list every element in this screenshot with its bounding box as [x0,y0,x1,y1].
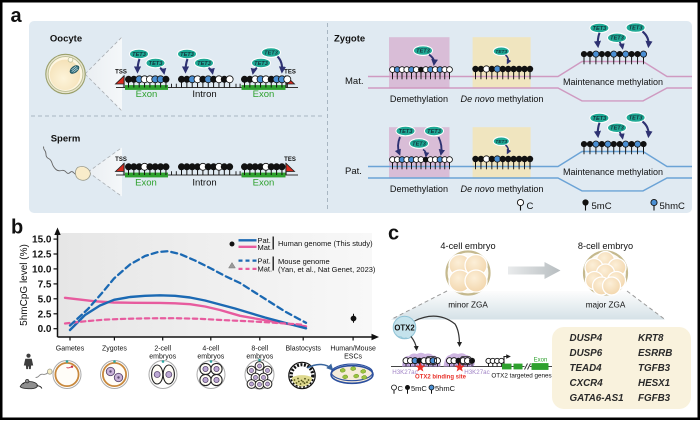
svg-text:Oocyte: Oocyte [50,33,82,44]
svg-text:C: C [527,201,534,212]
svg-text:TGFB3: TGFB3 [638,363,671,374]
svg-text:Mat.: Mat. [345,76,363,87]
svg-text:OTX2 binding site: OTX2 binding site [415,374,467,380]
svg-text:TET3: TET3 [399,129,414,135]
svg-text:Exon: Exon [534,358,548,364]
svg-text:minor ZGA: minor ZGA [448,300,488,309]
svg-text:Human genome (This study): Human genome (This study) [278,239,373,248]
svg-text:12.5: 12.5 [32,250,52,261]
svg-text:Mouse genome: Mouse genome [278,257,330,266]
svg-text:Zygote: Zygote [334,33,365,44]
svg-text:TET3: TET3 [149,61,164,67]
svg-text:OTX2 targeted genes: OTX2 targeted genes [491,373,551,380]
svg-text:Demethylation: Demethylation [390,184,448,194]
svg-text:Mat.: Mat. [258,264,273,273]
svg-text:ESCs: ESCs [344,354,362,361]
svg-text:Pat.: Pat. [258,236,271,245]
svg-text:GATA6-AS1: GATA6-AS1 [570,393,624,404]
svg-text:embryos: embryos [149,354,176,361]
svg-text:TET3: TET3 [593,26,608,32]
svg-text:HESX1: HESX1 [638,378,670,389]
svg-text:KRT8: KRT8 [638,333,664,344]
svg-text:5hmC: 5hmC [660,201,685,212]
svg-text:ESRRB: ESRRB [638,348,672,359]
svg-text:TET3: TET3 [197,61,212,67]
svg-text:Blastocysts: Blastocysts [285,346,321,353]
svg-text:5hmCpG level (%): 5hmCpG level (%) [19,244,30,326]
svg-text:Pat.: Pat. [345,166,362,177]
svg-text:TET3: TET3 [495,139,507,145]
svg-text:CXCR4: CXCR4 [570,378,604,389]
svg-text:embryos: embryos [246,354,273,361]
svg-text:TET3: TET3 [593,116,608,122]
svg-text:TES: TES [284,157,296,163]
svg-text:TET3: TET3 [427,129,442,135]
svg-text:2.5: 2.5 [38,309,52,320]
svg-text:4-cell embryo: 4-cell embryo [440,241,495,251]
svg-text:4-cell: 4-cell [202,346,219,353]
svg-text:Exon: Exon [135,178,157,189]
svg-text:Maintenance methylation: Maintenance methylation [563,77,663,87]
svg-text:10.0: 10.0 [32,264,52,275]
svg-text:DUSP6: DUSP6 [570,348,603,359]
svg-text:TET3: TET3 [610,126,625,132]
svg-text:OTX2: OTX2 [394,324,415,333]
svg-text:Human/Mouse: Human/Mouse [330,346,376,353]
svg-text:Exon: Exon [253,178,275,189]
svg-text:TET3: TET3 [629,26,644,32]
svg-text:8-cell: 8-cell [251,346,268,353]
svg-text:Gametes: Gametes [56,346,85,353]
svg-text:TSS: TSS [115,70,127,76]
svg-text:TES: TES [284,70,296,76]
svg-text:De novo methylation: De novo methylation [461,184,544,194]
svg-text:Exon: Exon [253,89,275,100]
svg-text:H3K27ac: H3K27ac [464,369,489,376]
svg-text:De novo methylation: De novo methylation [461,94,544,104]
svg-text:8-cell embryo: 8-cell embryo [578,241,633,251]
svg-text:Maintenance methylation: Maintenance methylation [563,167,663,177]
svg-text:TET3: TET3 [264,50,279,56]
svg-text:TET3: TET3 [495,49,507,55]
svg-text:H3K27ac: H3K27ac [392,369,417,376]
svg-text:c: c [388,223,399,245]
svg-text:b: b [11,217,23,239]
svg-text:Zygotes: Zygotes [102,346,127,353]
svg-text:Intron: Intron [192,178,216,189]
svg-text:TET3: TET3 [254,61,269,67]
svg-text:a: a [11,5,23,27]
svg-text:Exon: Exon [136,89,158,100]
svg-text:TET3: TET3 [629,116,644,122]
svg-text:Mat.: Mat. [258,243,273,252]
svg-text:Demethylation: Demethylation [390,94,448,104]
svg-text:TSS: TSS [115,157,127,163]
svg-text:embryos: embryos [197,354,224,361]
svg-text:TET3: TET3 [610,36,625,42]
svg-text:major ZGA: major ZGA [586,300,626,309]
svg-text:Pat.: Pat. [258,256,271,265]
svg-text:TET3: TET3 [416,49,431,55]
svg-text:DUSP4: DUSP4 [570,333,603,344]
svg-text:5mC: 5mC [592,201,612,212]
svg-text:Sperm: Sperm [51,133,81,144]
svg-text:C: C [398,384,404,393]
svg-text:15.0: 15.0 [32,235,52,246]
svg-text:2-cell: 2-cell [154,346,171,353]
svg-text:0.0: 0.0 [38,324,52,335]
svg-text:5mC: 5mC [411,384,427,393]
svg-text:TET3: TET3 [180,52,195,58]
svg-text:7.5: 7.5 [38,279,52,290]
svg-text:(Yan, et al., Nat Genet, 2023): (Yan, et al., Nat Genet, 2023) [278,265,376,274]
svg-text:5hmC: 5hmC [435,384,456,393]
svg-text:TEAD4: TEAD4 [570,363,603,374]
svg-text:FGFB3: FGFB3 [638,393,671,404]
svg-text:TET3: TET3 [132,52,147,58]
svg-text:5.0: 5.0 [38,294,52,305]
svg-text:TET3: TET3 [412,141,427,147]
svg-text:Intron: Intron [192,89,216,100]
